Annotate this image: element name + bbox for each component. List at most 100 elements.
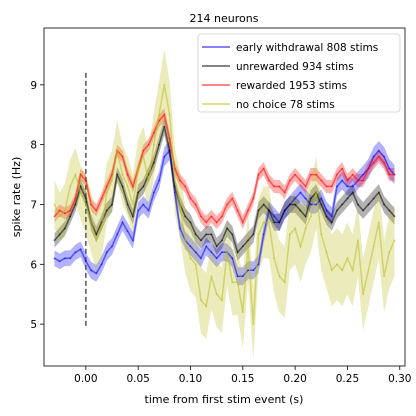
data-point (299, 209, 302, 212)
data-point (236, 281, 239, 284)
data-point (268, 179, 270, 182)
x-tick-label: 0.15 (231, 373, 254, 385)
data-point (304, 227, 307, 230)
data-point (377, 221, 380, 224)
data-point (194, 251, 197, 254)
data-point (90, 269, 92, 272)
data-point (325, 185, 328, 188)
x-tick-label: 0.30 (388, 373, 411, 385)
data-point (351, 185, 354, 188)
data-point (330, 215, 333, 218)
data-point (367, 167, 370, 170)
data-point (111, 179, 113, 182)
series-line (53, 113, 395, 225)
data-point (147, 209, 150, 212)
data-point (95, 239, 98, 242)
data-point (247, 269, 249, 272)
data-point (262, 167, 265, 170)
data-point (325, 215, 328, 218)
data-point (247, 209, 249, 212)
data-point (116, 149, 119, 152)
data-point (121, 221, 124, 224)
data-point (320, 197, 323, 200)
data-point (194, 263, 197, 266)
data-point (163, 113, 166, 116)
data-point (95, 233, 98, 236)
data-point (273, 257, 276, 260)
data-point (153, 191, 155, 194)
data-point (330, 269, 333, 272)
data-point (147, 179, 150, 182)
data-point (205, 305, 208, 308)
series-lines (53, 83, 396, 325)
series-line (53, 84, 396, 325)
data-point (221, 215, 223, 218)
data-point (231, 233, 234, 236)
data-point (336, 185, 338, 188)
band-no (54, 48, 395, 361)
data-point (85, 260, 87, 263)
data-point (74, 251, 77, 254)
data-point (273, 215, 276, 218)
data-point (247, 245, 249, 248)
series-no (53, 83, 396, 325)
data-point (53, 257, 56, 260)
data-point (64, 227, 66, 230)
data-point (69, 209, 72, 212)
data-point (90, 221, 92, 224)
data-point (85, 179, 87, 182)
data-point (252, 197, 255, 200)
data-point (294, 203, 296, 206)
data-point (116, 173, 119, 176)
data-point (215, 221, 218, 224)
data-point (241, 221, 244, 224)
data-point (210, 275, 213, 278)
data-point (221, 299, 223, 302)
data-point (215, 293, 218, 296)
data-point (341, 269, 344, 272)
data-point (126, 203, 129, 206)
data-point (273, 221, 276, 224)
data-point (372, 155, 375, 158)
data-point (121, 185, 124, 188)
data-point (357, 203, 359, 206)
band-rewarded (54, 108, 395, 229)
data-point (309, 215, 312, 218)
data-point (194, 203, 197, 206)
data-point (377, 191, 380, 194)
data-point (299, 245, 302, 248)
data-point (142, 203, 145, 206)
data-point (393, 215, 396, 218)
data-point (372, 161, 375, 164)
data-point (357, 239, 359, 242)
data-point (64, 257, 66, 260)
data-point (241, 245, 244, 248)
data-point (189, 257, 192, 260)
data-point (309, 203, 312, 206)
data-point (105, 185, 108, 188)
data-point (362, 209, 364, 212)
data-point (393, 173, 396, 176)
data-point (74, 173, 77, 176)
legend-label-rewarded: rewarded 1953 stims (236, 80, 347, 92)
data-point (189, 245, 192, 248)
data-point (111, 203, 113, 206)
data-point (58, 209, 61, 212)
data-point (210, 215, 213, 218)
data-point (304, 215, 307, 218)
data-point (320, 179, 323, 182)
data-point (304, 197, 307, 200)
data-point (372, 197, 375, 200)
data-point (79, 173, 82, 176)
data-point (257, 263, 260, 266)
y-axis-label: spike rate (Hz) (10, 157, 23, 237)
data-point (278, 185, 281, 188)
data-point (79, 191, 82, 194)
data-point (116, 233, 119, 236)
chart-title: 214 neurons (190, 12, 259, 25)
x-axis-label: time from first stim event (s) (145, 393, 304, 406)
data-point (315, 173, 317, 176)
data-point (330, 185, 333, 188)
data-point (58, 233, 61, 236)
x-tick-label: 0.20 (283, 373, 306, 385)
